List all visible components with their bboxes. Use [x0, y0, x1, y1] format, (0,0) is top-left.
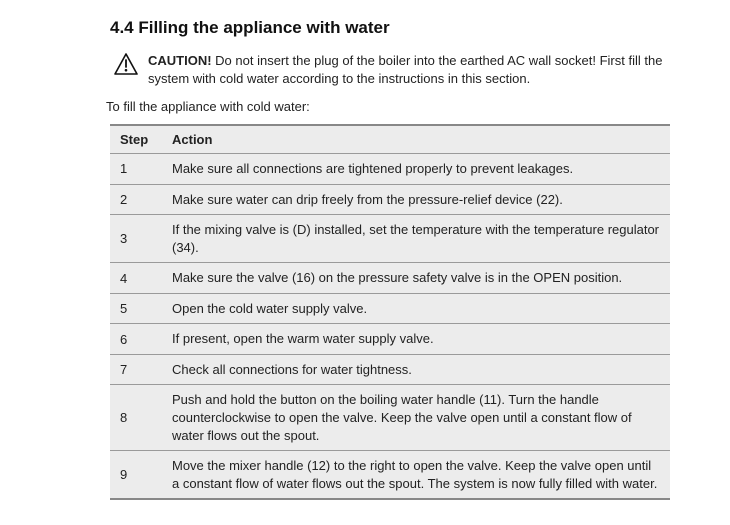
step-number: 3 — [110, 215, 162, 263]
step-action: Make sure water can drip freely from the… — [162, 184, 670, 215]
step-action: If present, open the warm water supply v… — [162, 324, 670, 355]
table-row: 5Open the cold water supply valve. — [110, 293, 670, 324]
step-action: Move the mixer handle (12) to the right … — [162, 451, 670, 500]
step-action: Push and hold the button on the boiling … — [162, 385, 670, 451]
table-row: 8Push and hold the button on the boiling… — [110, 385, 670, 451]
step-number: 9 — [110, 451, 162, 500]
table-body: 1Make sure all connections are tightened… — [110, 154, 670, 500]
step-number: 2 — [110, 184, 162, 215]
col-header-action: Action — [162, 125, 670, 154]
warning-icon — [114, 53, 138, 75]
caution-label: CAUTION! — [148, 53, 212, 68]
step-action: Make sure the valve (16) on the pressure… — [162, 263, 670, 294]
table-row: 3If the mixing valve is (D) installed, s… — [110, 215, 670, 263]
step-number: 4 — [110, 263, 162, 294]
step-action: Make sure all connections are tightened … — [162, 154, 670, 185]
table-row: 9Move the mixer handle (12) to the right… — [110, 451, 670, 500]
intro-text: To fill the appliance with cold water: — [106, 99, 670, 114]
caution-block: CAUTION! Do not insert the plug of the b… — [110, 52, 670, 87]
table-row: 6If present, open the warm water supply … — [110, 324, 670, 355]
step-action: Check all connections for water tightnes… — [162, 354, 670, 385]
table-row: 2Make sure water can drip freely from th… — [110, 184, 670, 215]
step-action: If the mixing valve is (D) installed, se… — [162, 215, 670, 263]
step-number: 8 — [110, 385, 162, 451]
table-row: 4Make sure the valve (16) on the pressur… — [110, 263, 670, 294]
table-row: 1Make sure all connections are tightened… — [110, 154, 670, 185]
step-action: Open the cold water supply valve. — [162, 293, 670, 324]
table-row: 7Check all connections for water tightne… — [110, 354, 670, 385]
caution-text: CAUTION! Do not insert the plug of the b… — [148, 52, 670, 87]
col-header-step: Step — [110, 125, 162, 154]
step-number: 6 — [110, 324, 162, 355]
steps-table: Step Action 1Make sure all connections a… — [110, 124, 670, 500]
table-header-row: Step Action — [110, 125, 670, 154]
step-number: 5 — [110, 293, 162, 324]
step-number: 1 — [110, 154, 162, 185]
section-heading: 4.4 Filling the appliance with water — [110, 18, 670, 38]
caution-body: Do not insert the plug of the boiler int… — [148, 53, 662, 86]
step-number: 7 — [110, 354, 162, 385]
